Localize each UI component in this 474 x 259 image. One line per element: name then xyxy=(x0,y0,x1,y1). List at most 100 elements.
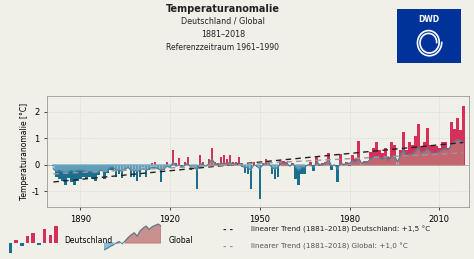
Bar xyxy=(67,165,70,178)
Bar xyxy=(312,165,315,171)
Bar xyxy=(447,148,449,165)
Bar xyxy=(97,165,100,175)
Bar xyxy=(208,160,210,165)
Bar xyxy=(435,146,438,165)
Bar xyxy=(441,142,444,165)
Bar xyxy=(319,165,321,166)
Bar xyxy=(37,243,41,245)
Bar xyxy=(271,165,273,174)
Bar xyxy=(73,165,75,185)
Bar xyxy=(217,163,219,165)
Bar xyxy=(43,229,46,243)
Bar xyxy=(103,165,106,179)
Bar xyxy=(453,129,456,165)
Bar xyxy=(450,122,453,165)
Bar xyxy=(363,161,366,165)
Bar xyxy=(88,165,91,177)
Bar xyxy=(148,165,150,170)
Bar xyxy=(292,163,294,165)
Bar xyxy=(154,162,156,165)
Bar xyxy=(289,165,291,166)
Bar xyxy=(310,162,312,165)
Bar xyxy=(420,146,423,165)
Bar xyxy=(79,165,82,179)
Bar xyxy=(378,150,381,165)
Bar xyxy=(115,165,118,177)
Bar xyxy=(157,165,159,169)
Bar xyxy=(459,130,462,165)
Text: Referenzzeitraum 1961–1990: Referenzzeitraum 1961–1990 xyxy=(166,43,279,52)
Bar xyxy=(181,165,183,167)
Bar xyxy=(283,161,285,165)
Bar xyxy=(423,142,426,165)
Bar xyxy=(54,226,58,243)
Bar xyxy=(273,165,276,179)
Bar xyxy=(136,165,138,181)
Bar xyxy=(48,235,52,243)
Bar xyxy=(178,158,180,165)
Bar xyxy=(426,128,428,165)
Bar xyxy=(250,165,252,189)
Text: linearer Trend (1881–2018) Deutschland: +1,5 °C: linearer Trend (1881–2018) Deutschland: … xyxy=(251,226,430,233)
Bar xyxy=(106,165,109,173)
Bar xyxy=(169,165,171,166)
Bar xyxy=(196,165,198,189)
Bar xyxy=(432,145,435,165)
Bar xyxy=(255,165,258,167)
Bar xyxy=(411,145,414,165)
Bar xyxy=(372,148,375,165)
Bar xyxy=(253,162,255,165)
Bar xyxy=(303,165,306,174)
Bar xyxy=(121,165,123,178)
Bar xyxy=(429,145,432,165)
Bar xyxy=(210,148,213,165)
Bar xyxy=(375,142,378,165)
Bar xyxy=(357,141,360,165)
Bar xyxy=(414,136,417,165)
Bar xyxy=(82,165,84,177)
Bar xyxy=(408,142,410,165)
Text: Deutschland: Deutschland xyxy=(64,236,112,245)
Bar xyxy=(14,240,18,243)
Bar xyxy=(184,162,186,165)
Bar xyxy=(142,165,145,167)
Bar xyxy=(55,165,58,177)
Bar xyxy=(438,148,441,165)
Bar xyxy=(85,165,88,179)
Bar xyxy=(235,162,237,165)
Bar xyxy=(276,165,279,177)
Text: linearer Trend (1881–2018) Global: +1,0 °C: linearer Trend (1881–2018) Global: +1,0 … xyxy=(251,242,408,250)
Bar xyxy=(76,165,79,181)
Bar xyxy=(118,165,120,174)
Bar xyxy=(351,155,354,165)
Bar xyxy=(315,157,318,165)
Bar xyxy=(237,157,240,165)
Bar xyxy=(100,165,102,170)
Bar xyxy=(417,124,419,165)
Bar xyxy=(151,163,154,165)
Bar xyxy=(369,152,372,165)
Bar xyxy=(267,162,270,165)
Y-axis label: Temperaturanomalie [°C]: Temperaturanomalie [°C] xyxy=(20,103,29,200)
Bar xyxy=(219,157,222,165)
Bar xyxy=(232,162,234,165)
Bar xyxy=(241,165,243,167)
Bar xyxy=(58,165,61,179)
Bar xyxy=(387,157,390,165)
Text: 1881–2018: 1881–2018 xyxy=(201,30,245,39)
Bar xyxy=(31,233,35,243)
Bar xyxy=(330,165,333,170)
Bar xyxy=(61,165,64,181)
Bar xyxy=(175,163,177,165)
Text: - -: - - xyxy=(223,225,233,234)
Bar xyxy=(285,162,288,165)
Bar xyxy=(381,153,384,165)
Bar xyxy=(226,160,228,165)
FancyBboxPatch shape xyxy=(397,9,461,63)
Bar xyxy=(172,150,174,165)
Bar xyxy=(94,165,97,181)
Bar xyxy=(139,165,141,177)
Bar xyxy=(190,165,192,170)
Bar xyxy=(354,160,357,165)
Bar xyxy=(258,165,261,199)
